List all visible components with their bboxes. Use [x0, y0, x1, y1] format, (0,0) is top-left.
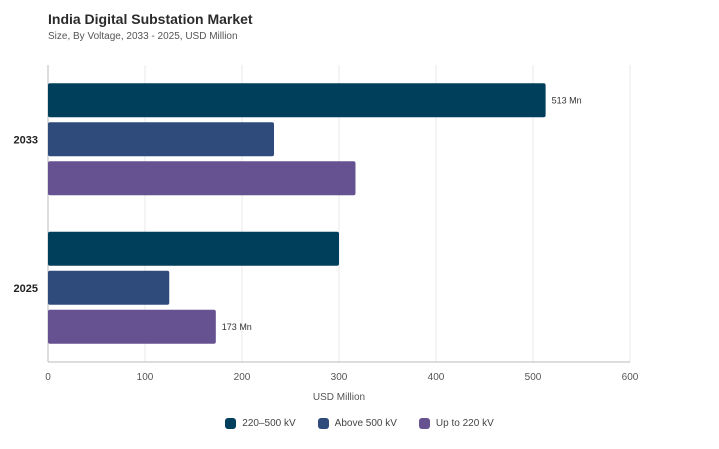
legend-item[interactable]: 220–500 kV — [225, 418, 296, 429]
legend-label: 220–500 kV — [242, 418, 296, 429]
bar — [48, 270, 170, 305]
x-tick-label: 100 — [137, 372, 154, 383]
x-tick-label: 200 — [234, 372, 251, 383]
bar — [48, 161, 356, 196]
legend-swatch — [418, 418, 430, 429]
legend-item[interactable]: Above 500 kV — [317, 418, 397, 429]
bar — [48, 309, 216, 344]
legend-item[interactable]: Up to 220 kV — [418, 418, 494, 429]
x-axis-title: USD Million — [313, 392, 365, 403]
data-label: 173 Mn — [222, 322, 252, 332]
legend-swatch — [225, 418, 237, 429]
x-tick-label: 300 — [331, 372, 348, 383]
x-tick-label: 500 — [525, 372, 542, 383]
bar — [48, 83, 546, 118]
y-category-label: 2033 — [14, 134, 38, 146]
legend-swatch — [317, 418, 329, 429]
bar — [48, 231, 339, 266]
bar — [48, 122, 275, 157]
x-tick-label: 0 — [45, 372, 51, 383]
data-label: 513 Mn — [552, 95, 582, 105]
x-tick-label: 400 — [428, 372, 445, 383]
chart-title: India Digital Substation Market — [48, 11, 253, 27]
legend-label: Above 500 kV — [334, 418, 397, 429]
x-tick-label: 600 — [622, 372, 639, 383]
legend: 220–500 kV Above 500 kV Up to 220 kV — [0, 418, 719, 429]
chart-subtitle: Size, By Voltage, 2033 - 2025, USD Milli… — [48, 31, 238, 42]
y-category-label: 2025 — [14, 283, 38, 295]
legend-label: Up to 220 kV — [435, 418, 494, 429]
